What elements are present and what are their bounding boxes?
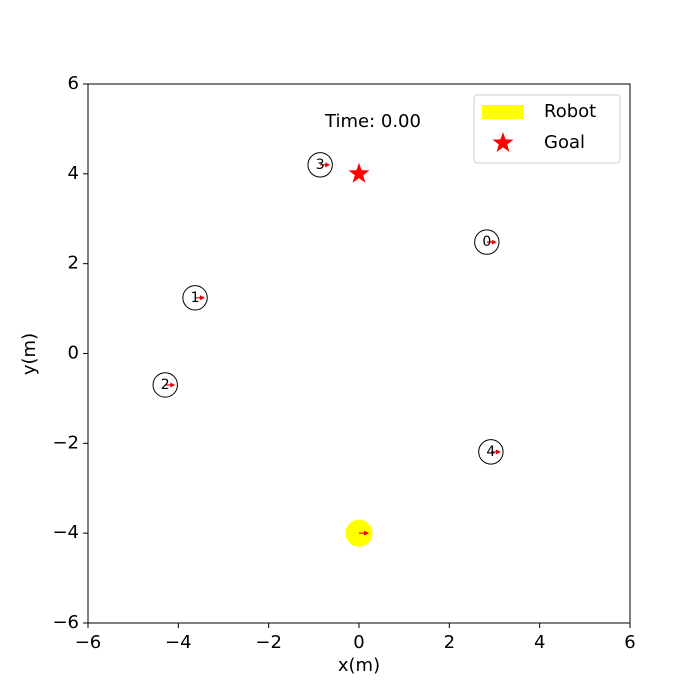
human-label: 0: [482, 234, 491, 250]
human-label: 3: [316, 157, 325, 173]
goal: [348, 162, 370, 183]
y-tick-label: −4: [52, 522, 79, 543]
x-axis-label: x(m): [338, 655, 380, 676]
human: [474, 229, 500, 255]
y-tick-label: −2: [52, 432, 79, 453]
x-tick-label: 0: [353, 632, 364, 653]
x-tick-label: −6: [75, 632, 102, 653]
x-tick-label: −2: [255, 632, 282, 653]
velocity-arrow-head: [364, 530, 369, 536]
velocity-arrow-head: [170, 382, 176, 388]
human: [182, 285, 208, 311]
human-label: 4: [486, 444, 495, 460]
x-tick-label: 6: [624, 632, 635, 653]
y-tick-label: 4: [68, 163, 79, 184]
y-tick-label: −6: [52, 612, 79, 633]
y-tick-label: 0: [68, 343, 79, 364]
human: [307, 152, 333, 178]
x-tick-label: −4: [165, 632, 192, 653]
human: [478, 439, 504, 465]
velocity-arrow-head: [200, 295, 206, 301]
legend-label: Goal: [544, 132, 585, 153]
time-annotation: Time: 0.00: [324, 111, 421, 132]
legend-swatch: [482, 105, 524, 119]
human-label: 2: [161, 377, 170, 393]
velocity-arrow-head: [325, 162, 331, 168]
y-axis-label: y(m): [19, 333, 40, 375]
x-tick-label: 4: [534, 632, 545, 653]
human: [152, 372, 178, 398]
y-tick-label: 6: [68, 73, 79, 94]
x-tick-label: 2: [444, 632, 455, 653]
legend-swatch: [492, 132, 514, 152]
legend-label: Robot: [544, 101, 596, 122]
human-label: 1: [191, 290, 200, 306]
velocity-arrow-head: [495, 449, 501, 455]
y-tick-label: 2: [68, 253, 79, 274]
velocity-arrow-head: [491, 239, 497, 245]
